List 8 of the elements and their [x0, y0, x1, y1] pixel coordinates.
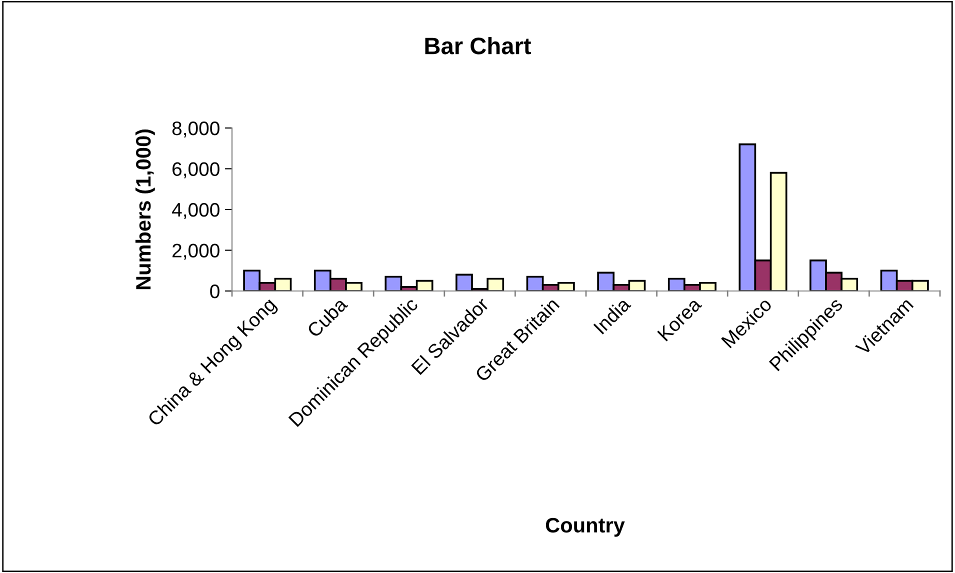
y-tick-label: 8,000 — [172, 121, 220, 138]
y-axis-title: Numbers (1,000) — [135, 129, 155, 290]
y-tick-label: 4,000 — [172, 202, 220, 220]
chart-title: Bar Chart — [425, 36, 532, 54]
y-tick-label: 2,000 — [172, 244, 220, 260]
y-tick-label: 6,000 — [172, 162, 220, 178]
x-axis-title: Country — [546, 518, 625, 537]
y-tick-label: 0 — [210, 284, 220, 298]
